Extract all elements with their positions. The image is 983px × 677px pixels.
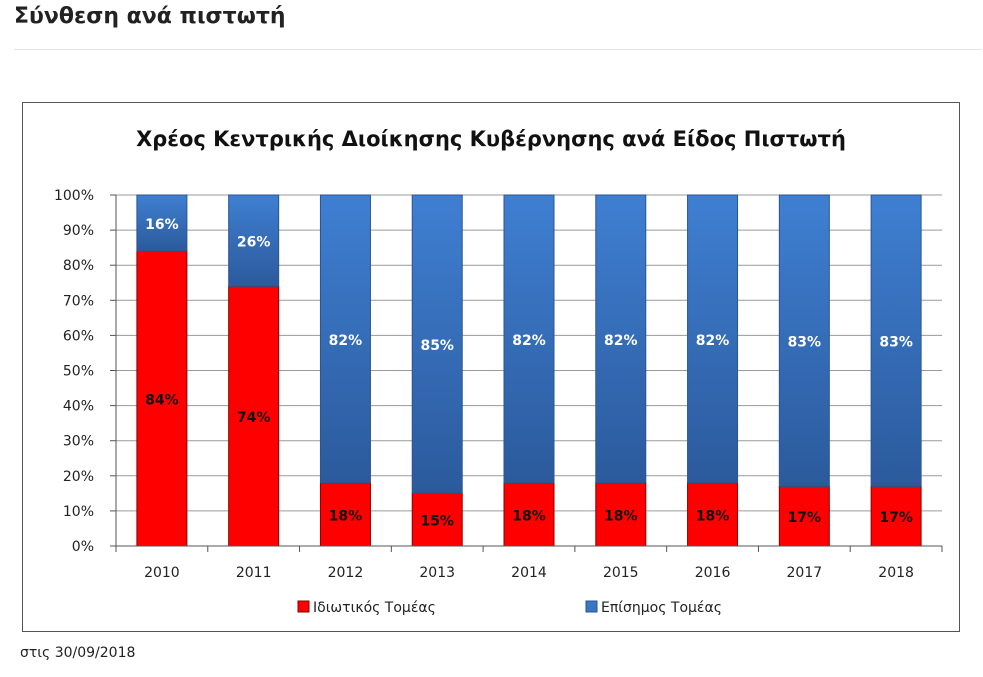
bar-official-2015 [595, 194, 647, 484]
data-label-official: 82% [329, 333, 363, 349]
legend-label-private: Ιδιωτικός Τομέας [313, 600, 436, 616]
section-title: Σύνθεση ανά πιστωτή [14, 4, 286, 29]
bar-official-2012 [319, 194, 371, 484]
x-tick-label: 2012 [328, 565, 364, 581]
data-label-private: 17% [788, 510, 822, 526]
bar-official-2013 [411, 194, 463, 494]
data-label-private: 18% [696, 508, 730, 524]
bar-private-2012 [319, 482, 371, 547]
bar-official-2011 [228, 194, 280, 287]
data-label-private: 15% [420, 514, 454, 530]
y-tick-label: 90% [63, 223, 94, 239]
y-tick-label: 100% [54, 188, 94, 204]
bar-private-2011 [228, 285, 280, 547]
y-tick-label: 50% [63, 364, 94, 380]
bar-private-2016 [687, 482, 739, 547]
chart-title: Χρέος Κεντρικής Διοίκησης Κυβέρνησης ανά… [136, 127, 846, 151]
bar-official-2018 [870, 194, 922, 487]
bar-official-2014 [503, 194, 555, 484]
bar-official-2010 [136, 194, 188, 252]
axes: 0% 10% 20% 30% 40% 50% 60% 70% 80% 90% 100% 2010 201… [54, 188, 943, 581]
y-tick-label: 70% [63, 293, 94, 309]
data-label-official: 16% [145, 217, 179, 233]
x-tick-label: 2015 [603, 565, 639, 581]
data-label-private: 84% [145, 393, 179, 409]
chart-frame: Χρέος Κεντρικής Διοίκησης Κυβέρνησης ανά… [22, 102, 960, 632]
data-labels: 84% 16% 74% 26% 18% 82% 15% 85% 18% 82% 18% 82% 18% 8… [145, 217, 913, 530]
bar-private-2010 [136, 250, 188, 547]
y-tick-label: 20% [63, 469, 94, 485]
data-label-official: 83% [788, 335, 822, 351]
x-tick-label: 2017 [787, 565, 823, 581]
data-label-official: 85% [420, 338, 454, 354]
data-label-official: 83% [879, 335, 913, 351]
x-tick-label: 2018 [878, 565, 914, 581]
footnote: στις 30/09/2018 [20, 645, 136, 661]
y-tick-label: 10% [63, 504, 94, 520]
bar-official-2017 [778, 194, 830, 487]
data-label-official: 82% [512, 333, 546, 349]
data-label-private: 18% [604, 508, 638, 524]
legend-swatch-official [585, 600, 598, 613]
x-tick-label: 2013 [419, 565, 455, 581]
legend: Ιδιωτικός Τομέας Επίσημος Τομέας [297, 600, 722, 616]
data-label-official: 82% [696, 333, 730, 349]
section-divider [14, 49, 982, 50]
data-label-private: 17% [879, 510, 913, 526]
data-label-private: 18% [512, 508, 546, 524]
y-tick-label: 80% [63, 258, 94, 274]
data-label-private: 74% [237, 410, 271, 426]
y-tick-label: 30% [63, 434, 94, 450]
data-label-official: 26% [237, 235, 271, 251]
x-tick-label: 2016 [695, 565, 731, 581]
y-tick-label: 60% [63, 328, 94, 344]
y-tick-label: 40% [63, 399, 94, 415]
y-tick-label: 0% [72, 539, 94, 555]
bar-official-2016 [687, 194, 739, 484]
data-label-private: 18% [329, 508, 363, 524]
legend-swatch-private [297, 600, 310, 613]
x-tick-label: 2011 [236, 565, 272, 581]
bar-private-2014 [503, 482, 555, 547]
legend-label-official: Επίσημος Τομέας [601, 600, 722, 616]
bar-private-2017 [778, 485, 830, 547]
bar-private-2015 [595, 482, 647, 547]
x-tick-label: 2014 [511, 565, 547, 581]
debt-composition-chart: Χρέος Κεντρικής Διοίκησης Κυβέρνησης ανά… [54, 127, 943, 616]
x-tick-label: 2010 [144, 565, 180, 581]
bars [136, 194, 922, 547]
data-label-official: 82% [604, 333, 638, 349]
